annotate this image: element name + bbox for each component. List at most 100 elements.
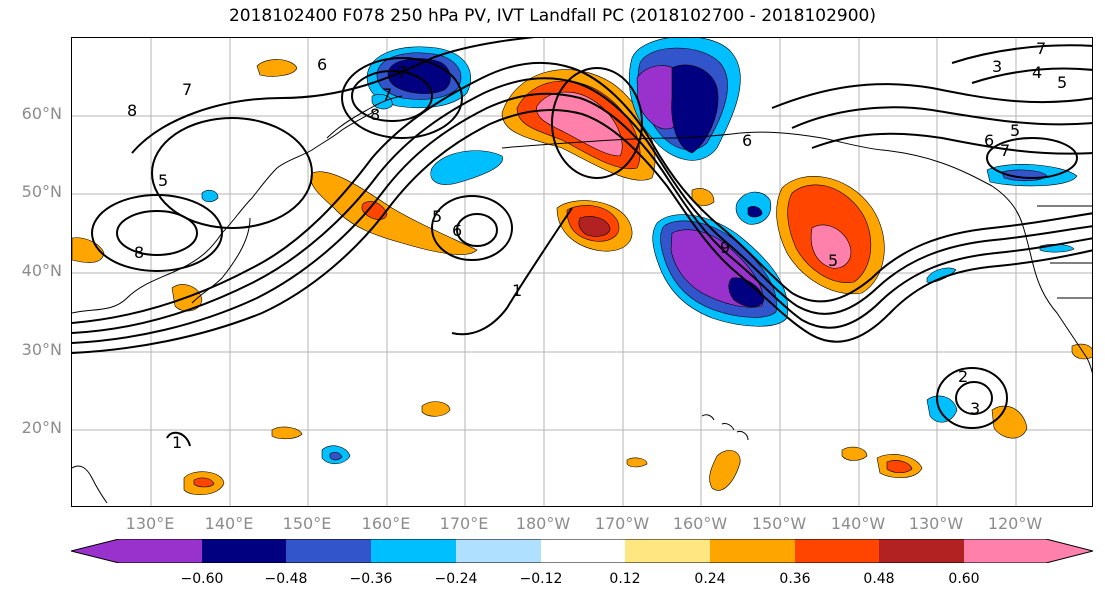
contour-label: 1 [172,433,182,452]
negative-anomaly-small-2-core [747,206,763,218]
negative-anomaly-small-4 [926,395,958,423]
contour-north-3 [791,106,1092,129]
contour-closed-east-2 [955,381,993,415]
contour-label: 5 [158,171,168,190]
contour-label: 7 [182,80,192,99]
colorbar-bin [625,539,710,563]
lon-label-170e: 170°E [439,514,489,533]
coast-alaska [731,131,993,187]
contour-closed-ne [986,137,1078,179]
contour-label: 1 [512,281,522,300]
colorbar-tick-label: 0.12 [609,571,641,587]
lon-label-130e: 130°E [125,514,175,533]
colorbar-tick-label: −0.36 [349,571,393,587]
contour-closed-west-2 [116,210,198,256]
colorbar-extend-max [964,539,1093,563]
contour-closed-kamchatka [341,57,463,139]
map-panel: 6 7 7 8 7 8 5 8 5 6 1 9 5 6 7 3 4 5 6 5 … [71,37,1093,507]
positive-anomaly-small-9-core [886,460,913,474]
contour-label: 6 [742,131,752,150]
positive-anomaly-subtropics-peak [578,216,611,237]
contour-label-group: 6 7 7 8 7 8 5 8 5 6 1 9 5 6 7 3 4 5 6 5 … [127,39,1067,452]
lon-label-160e: 160°E [361,514,411,533]
contour-label: 5 [828,251,838,270]
colorbar-bin [371,539,456,563]
contour-label: 5 [432,207,442,226]
colorbar-extend-min [71,539,202,563]
contour-north-4 [811,132,1092,155]
contour-label: 4 [1032,63,1042,82]
colorbar-bin [879,539,964,563]
positive-anomaly-small-1 [256,59,298,77]
negative-anomaly-small-5-core [329,452,343,461]
contour-label: 5 [1057,73,1067,92]
positive-anomaly-small-5 [271,426,303,440]
contour-label: 7 [382,85,392,104]
pv-shading [72,38,1092,496]
colorbar-tick-label: 0.48 [863,571,895,587]
contour-closed-east [936,367,1008,429]
colorbar-tick-label: −0.60 [180,571,224,587]
negative-anomaly-central-navy [728,277,765,308]
contour-label: 2 [958,367,968,386]
colorbar-tick-label: −0.24 [434,571,478,587]
negative-anomaly-kamchatka-core [387,58,451,94]
lon-label-120w: 120°W [987,514,1043,533]
positive-anomaly-small-11 [991,405,1028,439]
colorbar-tick-label: −0.48 [264,571,308,587]
negative-anomaly-alaska-navy [671,64,719,154]
contour-closed-cyclone-2 [456,213,498,247]
coast-kamchatka [326,95,403,139]
contour-north-2 [771,83,1092,109]
positive-anomaly-gulf-peak [810,224,852,269]
coastlines [72,95,1092,504]
contour-label: 8 [370,105,380,124]
colorbar-tick-label: −0.12 [519,571,563,587]
contour-closed-nw [151,117,313,229]
lat-label-40n: 40°N [21,261,62,280]
contour-label: 5 [1010,121,1020,140]
coast-japan [191,217,251,304]
contour-zonal-3 [72,92,1092,344]
lon-label-140e: 140°E [204,514,254,533]
lon-label-160w: 160°W [672,514,728,533]
coast-asia [72,109,378,314]
lon-label-150e: 150°E [282,514,332,533]
contour-label: 6 [984,131,994,150]
positive-anomaly-small-12 [1071,343,1092,360]
contour-north-5 [951,44,1092,64]
contour-zonal-4 [72,108,1092,354]
figure-title: 2018102400 F078 250 hPa PV, IVT Landfall… [228,6,876,26]
lat-label-30n: 30°N [21,340,62,359]
lon-label-150w: 150°W [751,514,807,533]
lon-label-170w: 170°W [594,514,650,533]
colorbar [71,539,1093,563]
positive-anomaly-small-3 [72,237,105,263]
negative-anomaly-small-6 [201,189,219,203]
contour-closed-kamchatka-2 [351,70,433,122]
positive-anomaly-small-8 [709,450,741,491]
positive-anomaly-small-6-core [193,477,215,488]
colorbar-bin [286,539,371,563]
contour-label: 8 [127,101,137,120]
contour-closed-cyclone [431,195,513,261]
contour-label: 7 [1000,141,1010,160]
contour-closed-west [91,194,223,272]
positive-anomaly-small-4 [421,401,451,417]
contour-label: 3 [992,57,1002,76]
colorbar-tick-label: 0.60 [948,571,980,587]
contour-trough [451,207,573,336]
colorbar-bin [202,539,286,563]
contour-north-6 [971,67,1092,84]
contour-closed-dateline [551,67,643,179]
colorbar-bin [456,539,541,563]
colorbar-bin [795,539,879,563]
lon-label-140w: 140°W [830,514,886,533]
contour-label: 7 [1036,39,1046,58]
contour-label: 3 [970,399,980,418]
contour-zonal-2 [72,77,1092,334]
negative-anomaly-small-1 [430,150,503,185]
pv-contours [72,38,1092,447]
lon-label-130w: 130°W [908,514,964,533]
lat-label-50n: 50°N [21,182,62,201]
